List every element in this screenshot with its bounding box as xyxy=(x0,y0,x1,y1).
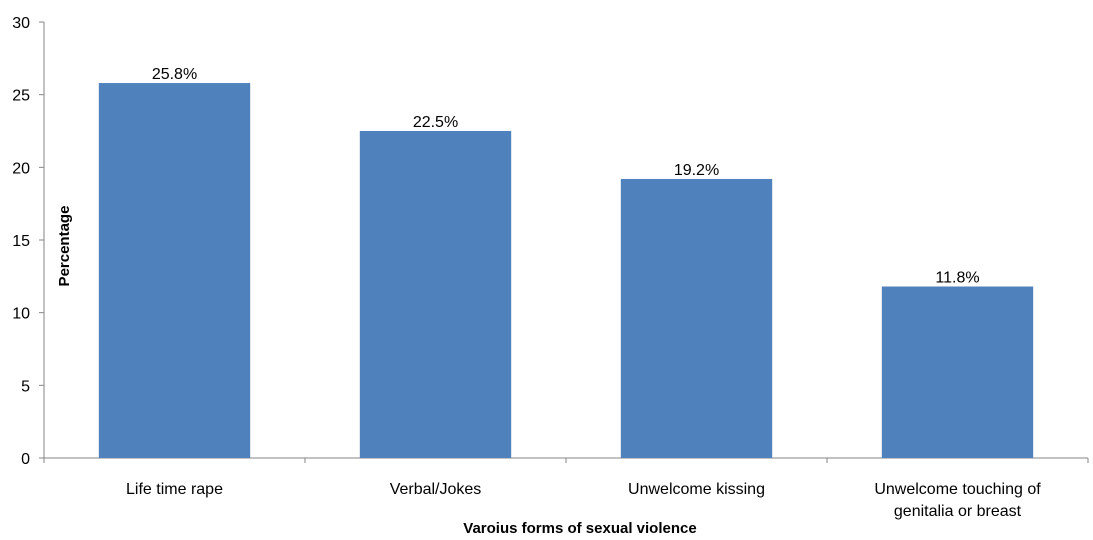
bars xyxy=(98,83,1034,458)
bar xyxy=(881,286,1034,458)
bar xyxy=(98,83,251,458)
bar xyxy=(620,178,773,458)
x-category-label: Unwelcome touching of xyxy=(874,481,1041,498)
y-tick-label: 0 xyxy=(21,451,30,468)
data-label: 25.8% xyxy=(152,66,197,83)
y-axis: 0 5 10 15 20 25 30 xyxy=(12,15,45,468)
data-label: 19.2% xyxy=(674,162,719,179)
data-labels: 25.8% 22.5% 19.2% 11.8% xyxy=(152,66,980,286)
bar xyxy=(359,131,512,458)
x-category-label: Life time rape xyxy=(126,481,223,498)
x-category-label: genitalia or breast xyxy=(894,503,1022,520)
y-tick-label: 5 xyxy=(21,378,30,395)
data-label: 11.8% xyxy=(935,270,979,287)
x-category-label: Unwelcome kissing xyxy=(628,481,765,498)
x-axis-title: Varoius forms of sexual violence xyxy=(463,520,696,537)
y-tick-label: 10 xyxy=(12,306,30,323)
y-tick-label: 20 xyxy=(12,160,30,177)
y-tick-label: 15 xyxy=(12,233,30,250)
y-tick-label: 30 xyxy=(12,15,30,32)
x-category-label: Verbal/Jokes xyxy=(390,481,482,498)
y-axis-title: Percentage xyxy=(56,206,73,287)
x-axis: Life time rape Verbal/Jokes Unwelcome kiss… xyxy=(43,457,1089,520)
data-label: 22.5% xyxy=(413,114,458,131)
y-tick-label: 25 xyxy=(12,88,30,105)
